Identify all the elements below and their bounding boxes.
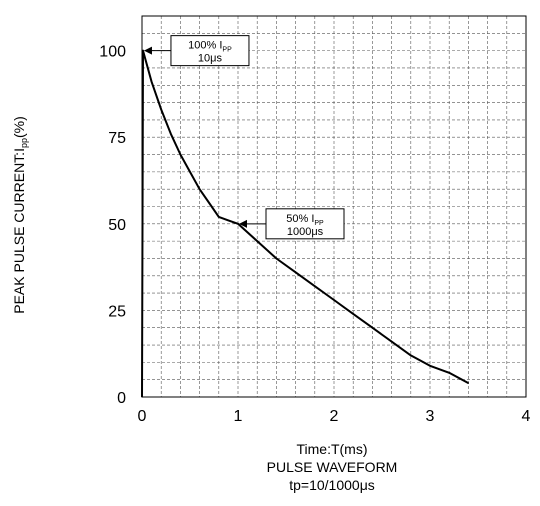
waveform-point: [237, 223, 239, 225]
waveform-point: [410, 354, 412, 357]
caption-line-1: PULSE WAVEFORM: [267, 459, 398, 475]
waveform-line: [141, 49, 469, 398]
x-tick-label: 3: [426, 408, 435, 425]
y-tick-label: 50: [108, 217, 126, 234]
x-tick-label: 4: [522, 408, 531, 425]
y-tick-label: 25: [108, 303, 126, 320]
waveform-point: [371, 327, 373, 329]
y-tick-label: 75: [108, 130, 126, 147]
annotation-line-1: 50% IPP: [286, 213, 324, 227]
annotation-line-1: 100% IPP: [188, 40, 232, 54]
annotation-line-2: 1000μs: [287, 226, 324, 238]
waveform-point: [151, 81, 153, 83]
waveform-point: [467, 382, 469, 384]
y-tick-label: 0: [117, 390, 126, 407]
waveform-point: [429, 365, 431, 367]
caption-line-2: tp=10/1000μs: [289, 477, 375, 493]
waveform-point: [141, 396, 143, 398]
y-tick-label: 100: [99, 44, 126, 61]
x-tick-label: 2: [330, 408, 339, 425]
annotation-box: [265, 208, 345, 240]
x-tick-label: 1: [234, 408, 243, 425]
waveform-point: [391, 340, 393, 343]
y-axis-label: PEAK PULSE CURRENT:Ipp(%): [11, 116, 29, 314]
waveform-point: [199, 188, 201, 190]
waveform-point: [352, 313, 354, 315]
waveform-point: [170, 133, 172, 135]
x-tick-label: 0: [138, 408, 147, 425]
waveform-point: [256, 240, 258, 242]
waveform-point: [189, 171, 191, 173]
waveform-point: [295, 271, 297, 273]
annotation-arrowhead: [239, 219, 247, 228]
x-axis-label: Time:T(ms): [296, 441, 367, 457]
tick-labels: 0 1 2 3 4 0 25 50 75 100: [99, 44, 530, 425]
waveform-point: [218, 216, 220, 218]
waveform-point: [333, 299, 335, 301]
waveform-point: [208, 202, 210, 204]
annotation-box: [170, 35, 250, 67]
waveform-point: [227, 219, 229, 221]
grid: [141, 15, 527, 398]
annotation-line-2: 10μs: [198, 53, 223, 65]
waveform-point: [275, 257, 277, 260]
waveform-point: [314, 285, 316, 287]
waveform-point: [448, 372, 450, 374]
annotation-arrowhead: [143, 46, 152, 55]
waveform-point: [160, 108, 162, 111]
waveform-point: [142, 50, 144, 52]
marks: [141, 49, 469, 398]
waveform-point: [179, 153, 181, 156]
